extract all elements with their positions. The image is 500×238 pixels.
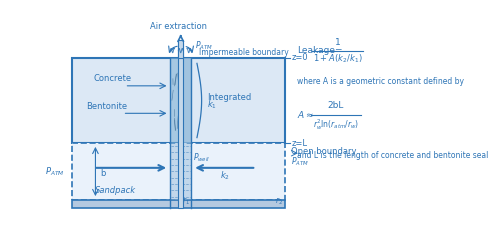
- Text: $r_1$: $r_1$: [182, 195, 190, 207]
- Text: Impermeable boundary: Impermeable boundary: [199, 48, 288, 57]
- Text: $k_2$: $k_2$: [220, 170, 230, 182]
- Text: Air extraction: Air extraction: [150, 22, 208, 31]
- Text: $P_{well}$: $P_{well}$: [193, 152, 210, 164]
- Text: 2bL: 2bL: [328, 101, 344, 110]
- Bar: [178, 43, 184, 208]
- Text: Sandpack: Sandpack: [96, 186, 136, 195]
- Text: $P_{ATM}$: $P_{ATM}$: [45, 165, 64, 178]
- Bar: [72, 200, 286, 208]
- Text: Open boundary: Open boundary: [291, 147, 356, 156]
- Text: z=L: z=L: [291, 139, 307, 148]
- Text: b: b: [100, 169, 105, 178]
- Text: where A is a geometric constant defined by: where A is a geometric constant defined …: [297, 77, 464, 86]
- Text: Leakage=: Leakage=: [297, 46, 343, 55]
- Text: $A\approx$: $A\approx$: [297, 109, 314, 120]
- Text: $r_2$: $r_2$: [276, 195, 283, 207]
- Text: Bentonite: Bentonite: [86, 102, 127, 111]
- Bar: [72, 58, 286, 143]
- Text: $1+A(k_2/k_1)$: $1+A(k_2/k_1)$: [313, 53, 362, 65]
- Bar: [180, 58, 191, 143]
- Text: 1: 1: [335, 38, 340, 47]
- Bar: [178, 40, 184, 58]
- Bar: [72, 143, 286, 200]
- Text: Integrated: Integrated: [206, 93, 251, 102]
- Bar: [170, 143, 191, 200]
- Bar: [170, 58, 191, 143]
- Text: $k_1$: $k_1$: [206, 99, 216, 111]
- Text: $P_{ATM}$: $P_{ATM}$: [195, 40, 213, 52]
- Text: $P_{ATM}$: $P_{ATM}$: [291, 155, 309, 168]
- Text: and L is the length of concrete and bentonite seal: and L is the length of concrete and bent…: [297, 150, 488, 159]
- Text: $r_w^2\ln(r_{atm}/r_w)$: $r_w^2\ln(r_{atm}/r_w)$: [312, 117, 359, 132]
- Text: Concrete: Concrete: [94, 74, 132, 83]
- Text: z=0: z=0: [291, 53, 308, 62]
